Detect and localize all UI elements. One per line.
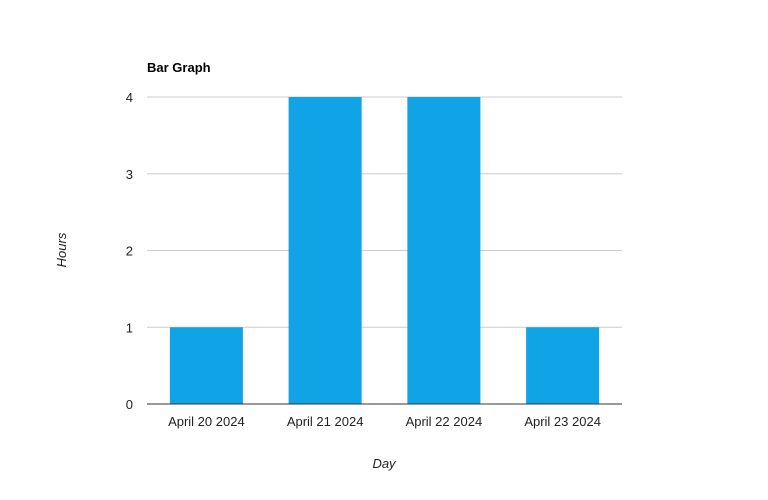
y-axis-ticks: 0 1 2 3 4 bbox=[126, 90, 133, 412]
x-tick-label: April 23 2024 bbox=[524, 414, 601, 429]
x-tick-label: April 22 2024 bbox=[406, 414, 483, 429]
y-tick-label: 1 bbox=[126, 320, 133, 335]
gridlines bbox=[147, 96, 622, 328]
y-tick-label: 0 bbox=[126, 397, 133, 412]
bars bbox=[169, 97, 600, 404]
y-tick-label: 3 bbox=[126, 167, 133, 182]
bar bbox=[526, 327, 600, 404]
y-tick-label: 2 bbox=[126, 244, 133, 259]
bar bbox=[288, 97, 362, 404]
chart-title: Bar Graph bbox=[147, 60, 211, 75]
y-axis-title: Hours bbox=[54, 232, 69, 267]
x-axis-ticks: April 20 2024 April 21 2024 April 22 2024 A… bbox=[168, 414, 601, 429]
bar bbox=[407, 97, 481, 404]
x-tick-label: April 20 2024 bbox=[168, 414, 245, 429]
y-tick-label: 4 bbox=[126, 90, 133, 105]
x-axis-title: Day bbox=[372, 456, 397, 471]
bar bbox=[169, 327, 243, 404]
x-tick-label: April 21 2024 bbox=[287, 414, 364, 429]
